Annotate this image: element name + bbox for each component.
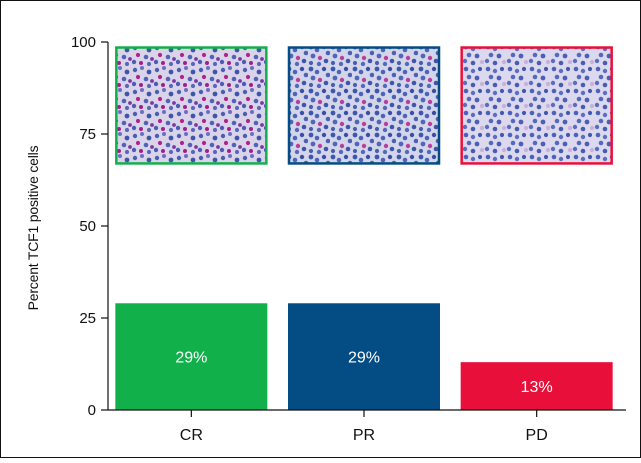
x-tick-label: CR [180,427,203,444]
x-tick-label: PR [353,427,375,444]
bar-value-label: 13% [521,379,553,396]
y-tick-label: 75 [79,126,96,143]
y-tick-label: 0 [88,402,96,419]
inset-micrograph-pr [287,46,441,165]
inset-image-frame [460,46,613,165]
inset-image-frame [115,46,268,165]
bar-value-label: 29% [175,350,207,367]
inset-micrograph-pd [460,46,613,165]
bars: 29% 29% 13% [115,303,613,410]
bar-cr [115,303,268,410]
bar-pd [460,362,613,410]
bar-pr [288,303,440,410]
y-axis-label: Percent TCF1 positive cells [25,145,41,310]
inset-images [115,46,613,165]
y-tick-label: 25 [79,310,96,327]
bar-value-label: 29% [348,350,380,367]
y-tick-label: 50 [79,218,96,235]
inset-micrograph-cr [115,46,268,165]
inset-image-frame [287,46,441,165]
y-tick-label: 100 [71,34,96,51]
x-tick-label: PD [526,427,548,444]
